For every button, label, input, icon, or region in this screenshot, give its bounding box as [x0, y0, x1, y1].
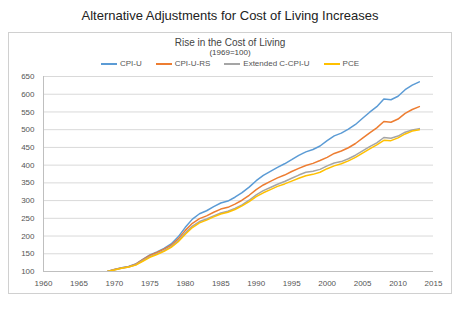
html-text:Rise in the Cost of Living: Rise in the Cost of Living [174, 37, 286, 48]
svg-text:300: 300 [21, 196, 35, 205]
svg-text:2015: 2015 [425, 279, 443, 288]
svg-text:1980: 1980 [176, 279, 194, 288]
svg-text:600: 600 [21, 90, 35, 99]
svg-text:100: 100 [21, 267, 35, 276]
svg-text:550: 550 [21, 108, 35, 117]
svg-text:1995: 1995 [283, 279, 301, 288]
svg-text:650: 650 [21, 72, 35, 81]
svg-text:2005: 2005 [354, 279, 372, 288]
html-text:PCE: PCE [342, 59, 359, 68]
svg-text:200: 200 [21, 232, 35, 241]
svg-text:2000: 2000 [318, 279, 336, 288]
svg-text:1990: 1990 [247, 279, 265, 288]
html-text:CPI-U: CPI-U [120, 59, 142, 68]
svg-text:150: 150 [21, 249, 35, 258]
svg-text:1975: 1975 [141, 279, 159, 288]
svg-text:400: 400 [21, 161, 35, 170]
html-text:(1969=100): (1969=100) [209, 48, 251, 57]
svg-text:2010: 2010 [389, 279, 407, 288]
svg-text:500: 500 [21, 125, 35, 134]
svg-text:450: 450 [21, 143, 35, 152]
svg-text:250: 250 [21, 214, 35, 223]
svg-text:1970: 1970 [106, 279, 124, 288]
html-text:Alternative Adjustments for Co: Alternative Adjustments for Cost of Livi… [81, 8, 379, 23]
svg-text:1985: 1985 [212, 279, 230, 288]
svg-text:350: 350 [21, 178, 35, 187]
svg-text:1960: 1960 [35, 279, 53, 288]
html-text:CPI-U-RS: CPI-U-RS [174, 59, 211, 68]
svg-text:1965: 1965 [70, 279, 88, 288]
html-text:Extended C-CPI-U: Extended C-CPI-U [243, 59, 310, 68]
